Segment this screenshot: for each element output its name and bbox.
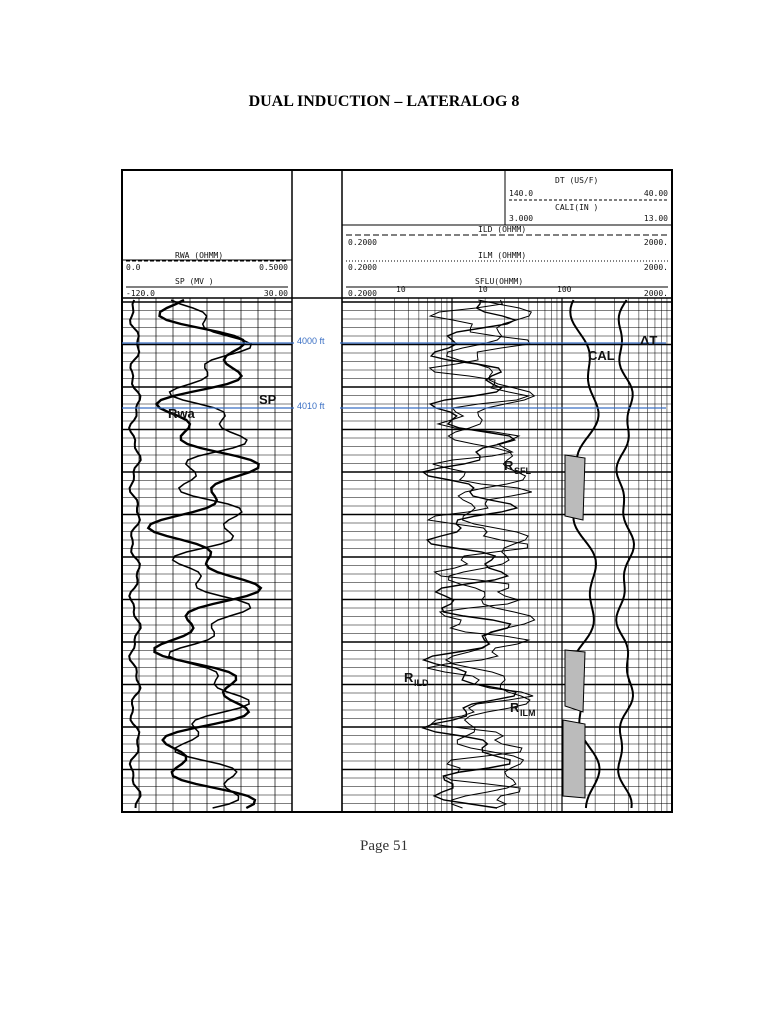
scale-name: DT (US/F) bbox=[555, 176, 598, 185]
log-curve bbox=[444, 299, 536, 809]
annotation: CAL bbox=[588, 348, 615, 363]
scale-name: SFLU(OHMM) bbox=[475, 277, 523, 286]
scale-name: RWA (OHMM) bbox=[175, 251, 223, 260]
scale-right: 2000. bbox=[644, 263, 668, 272]
scale-mid: 10 bbox=[478, 285, 488, 294]
shading bbox=[562, 454, 586, 799]
scale-right: 0.5000 bbox=[259, 263, 288, 272]
log-header: DT (US/F) 140.0 40.00 CALI(IN ) 3.000 13… bbox=[126, 176, 668, 298]
scale-left: 0.0 bbox=[126, 263, 141, 272]
scale-name: CALI(IN ) bbox=[555, 203, 598, 212]
depth-label: 4000 ft bbox=[297, 336, 325, 346]
annotation: ΔT bbox=[640, 333, 657, 348]
annotation: SP bbox=[259, 392, 277, 407]
annotation: R bbox=[510, 700, 520, 715]
scale-right: 13.00 bbox=[644, 214, 668, 223]
log-curve bbox=[168, 299, 253, 809]
annotation: R bbox=[504, 458, 514, 473]
annotation: Rwa bbox=[168, 406, 196, 421]
scale-left: 140.0 bbox=[509, 189, 533, 198]
log-curve bbox=[426, 299, 534, 809]
scale-right: 30.00 bbox=[264, 289, 288, 298]
annotation-sub: ILD bbox=[414, 678, 429, 688]
log-curve bbox=[615, 299, 636, 809]
frame bbox=[121, 169, 673, 813]
well-log: DT (US/F) 140.0 40.00 CALI(IN ) 3.000 13… bbox=[121, 169, 673, 813]
depth-label: 4010 ft bbox=[297, 401, 325, 411]
scale-left: 0.2000 bbox=[348, 289, 377, 298]
log-curve bbox=[128, 299, 142, 809]
scale-left: 0.2000 bbox=[348, 263, 377, 272]
scale-left: 0.2000 bbox=[348, 238, 377, 247]
scale-mid: 100 bbox=[557, 285, 572, 294]
scale-left: 3.000 bbox=[509, 214, 533, 223]
annotation-sub: ILM bbox=[520, 708, 536, 718]
scale-name: ILD (OHMM) bbox=[478, 225, 526, 234]
scale-right: 2000. bbox=[644, 238, 668, 247]
scale-right: 40.00 bbox=[644, 189, 668, 198]
scale-mid: 10 bbox=[396, 285, 406, 294]
title: DUAL INDUCTION – LATERALOG 8 bbox=[248, 93, 520, 110]
log-curve bbox=[146, 298, 263, 810]
annotation: R bbox=[404, 670, 414, 685]
scale-right: 2000. bbox=[644, 289, 668, 298]
scale-name: SP (MV ) bbox=[175, 277, 214, 286]
page-number: Page 51 bbox=[360, 838, 408, 854]
scale-name: ILM (OHMM) bbox=[478, 251, 526, 260]
grid bbox=[122, 298, 672, 812]
label-bg bbox=[294, 336, 340, 348]
annotation-sub: SFL bbox=[514, 466, 532, 476]
label-bg bbox=[294, 401, 340, 413]
scale-left: -120.0 bbox=[126, 289, 155, 298]
curves bbox=[128, 298, 636, 810]
